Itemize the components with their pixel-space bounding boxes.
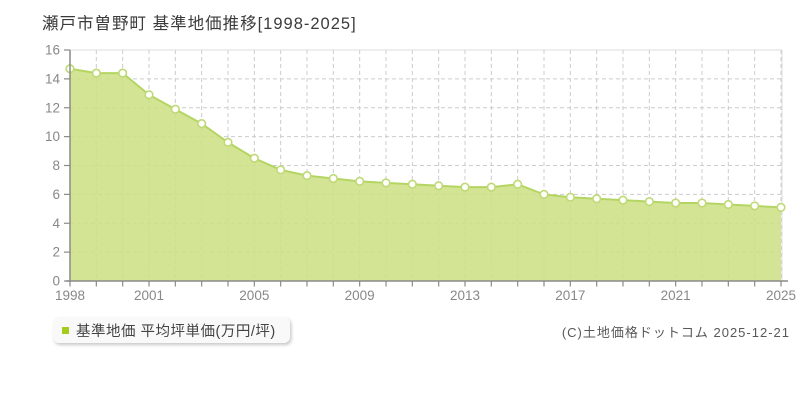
svg-text:2005: 2005 — [239, 288, 269, 303]
svg-text:2: 2 — [52, 245, 60, 260]
svg-text:16: 16 — [45, 43, 60, 58]
legend-label: 基準地価 平均坪単価(万円/坪) — [76, 323, 276, 340]
legend: 基準地価 平均坪単価(万円/坪) — [53, 317, 290, 343]
svg-text:2013: 2013 — [450, 288, 480, 303]
svg-text:12: 12 — [45, 100, 60, 115]
chart-title: 瀬戸市曽野町 基準地価推移[1998-2025] — [42, 15, 357, 33]
svg-text:4: 4 — [52, 216, 60, 231]
svg-text:6: 6 — [52, 187, 60, 202]
svg-text:8: 8 — [52, 158, 60, 173]
svg-text:2017: 2017 — [555, 288, 585, 303]
price-trend-area-chart: 0 2 4 6 8 10 12 14 16 1998 2001 2005 2009 2013 2017 202… — [45, 43, 796, 304]
copyright-text: (C)土地価格ドットコム 2025-12-21 — [561, 325, 790, 340]
svg-text:2001: 2001 — [134, 288, 164, 303]
svg-text:0: 0 — [52, 274, 60, 289]
svg-text:10: 10 — [45, 129, 60, 144]
svg-text:2021: 2021 — [661, 288, 691, 303]
svg-text:2009: 2009 — [345, 288, 375, 303]
legend-marker-icon — [62, 326, 69, 334]
svg-text:14: 14 — [45, 71, 61, 86]
svg-text:2025: 2025 — [766, 288, 796, 303]
svg-text:1998: 1998 — [55, 288, 85, 303]
